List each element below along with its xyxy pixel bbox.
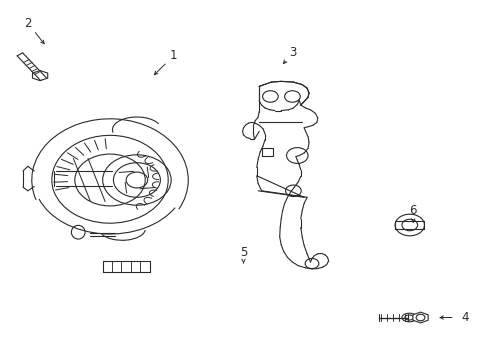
- Polygon shape: [412, 312, 427, 323]
- Polygon shape: [32, 71, 48, 81]
- Text: 6: 6: [408, 204, 416, 217]
- Text: 5: 5: [239, 246, 247, 259]
- Text: 3: 3: [288, 46, 296, 59]
- Circle shape: [394, 214, 424, 236]
- Text: 4: 4: [461, 311, 468, 324]
- Text: 1: 1: [169, 49, 177, 62]
- Text: 2: 2: [24, 17, 32, 30]
